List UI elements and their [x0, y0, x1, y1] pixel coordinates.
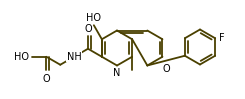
- Text: N: N: [113, 68, 121, 78]
- Text: O: O: [84, 24, 92, 34]
- Text: F: F: [219, 33, 225, 43]
- Text: O: O: [43, 74, 50, 84]
- Text: HO: HO: [14, 52, 29, 62]
- Text: O: O: [162, 64, 170, 74]
- Text: NH: NH: [67, 52, 82, 62]
- Text: HO: HO: [86, 13, 101, 23]
